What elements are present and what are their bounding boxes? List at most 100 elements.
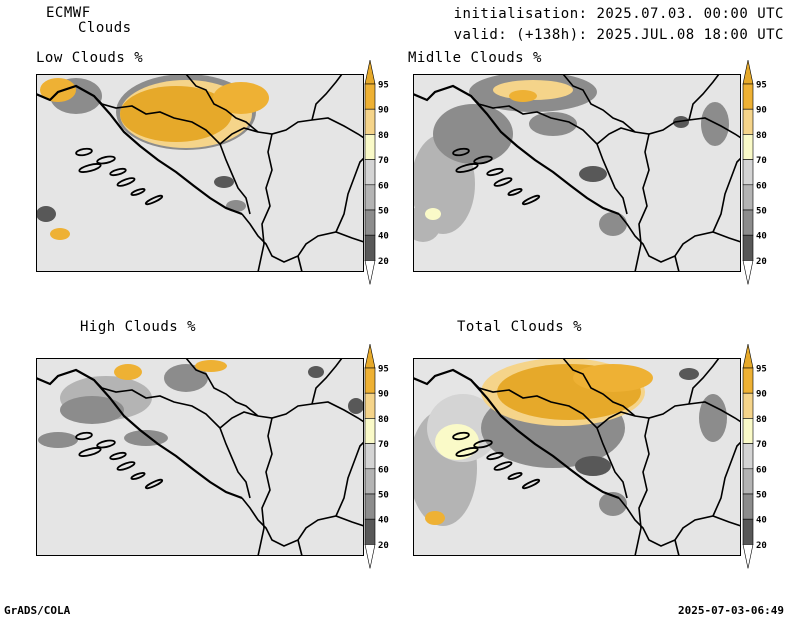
island-outline	[116, 177, 136, 187]
colorbar-segment	[364, 134, 376, 160]
panel-title-middle-clouds: Midlle Clouds %	[408, 50, 542, 66]
colorbar-tick-label: 90	[378, 106, 389, 116]
coastline	[36, 84, 243, 216]
island-outline	[521, 478, 541, 490]
country-border	[688, 74, 720, 121]
island-outline	[130, 472, 146, 480]
cloud-cover-area	[573, 364, 653, 392]
panel-title-total-clouds: Total Clouds %	[457, 319, 583, 335]
colorbar-tick-label: 20	[756, 541, 767, 551]
colorbar-bottom-arrow	[364, 544, 376, 569]
colorbar-segment	[364, 493, 376, 520]
colorbar-segment	[742, 418, 754, 444]
country-border	[596, 117, 741, 145]
middle-clouds-map	[413, 74, 741, 272]
cloud-cover-area	[50, 228, 70, 240]
country-border	[257, 133, 273, 272]
colorbar-tick-label: 90	[756, 106, 767, 116]
cloud-cover-area	[348, 398, 364, 414]
island-outline	[507, 188, 523, 196]
colorbar-segment	[364, 367, 376, 394]
coastline	[413, 84, 620, 216]
colorbar-tick-label: 90	[756, 390, 767, 400]
country-border	[688, 358, 720, 405]
cloud-cover-area	[425, 511, 445, 525]
country-border	[712, 441, 741, 517]
cloud-cover-area	[599, 212, 627, 236]
cloud-cover-area	[40, 78, 76, 102]
initialisation-time: initialisation: 2025.07.03. 00:00 UTC	[453, 6, 784, 22]
island-outline	[144, 194, 164, 206]
island-outline	[452, 431, 470, 441]
colorbar-tick-label: 60	[756, 465, 767, 475]
colorbar-tick-label: 95	[756, 365, 767, 375]
colorbar-segment	[742, 234, 754, 261]
cloud-cover-area	[213, 82, 269, 114]
colorbar-segment	[364, 184, 376, 211]
colorbar-segment	[364, 159, 376, 186]
country-border	[257, 417, 273, 556]
map-frame	[36, 358, 364, 556]
colorbar-segment	[364, 234, 376, 261]
colorbar-tick-label: 60	[378, 465, 389, 475]
colorbar-segment	[364, 518, 376, 545]
cloud-cover-area	[673, 116, 689, 128]
country-border	[470, 379, 628, 499]
island-outline	[75, 147, 93, 157]
island-outline	[109, 167, 127, 177]
country-border	[618, 497, 741, 547]
island-outline	[75, 431, 93, 441]
colorbar-segment	[742, 493, 754, 520]
software-credit: GrADS/COLA	[4, 604, 71, 617]
cloud-cover-area	[433, 104, 513, 164]
colorbar-tick-label: 50	[756, 207, 767, 217]
colorbar-bottom-arrow	[364, 260, 376, 285]
country-border	[93, 379, 251, 499]
cloud-cover-area	[214, 176, 234, 188]
country-border	[297, 539, 303, 556]
colorbar-top-arrow	[742, 343, 754, 369]
colorbar-tick-label: 95	[378, 81, 389, 91]
low-clouds-map	[36, 74, 364, 272]
coastline	[413, 368, 620, 500]
colorbar-tick-label: 50	[378, 491, 389, 501]
colorbar-top-arrow	[364, 59, 376, 85]
colorbar-segment	[742, 184, 754, 211]
country-border	[634, 133, 650, 272]
colorbar-tick-label: 80	[756, 415, 767, 425]
colorbar-tick-label: 80	[756, 131, 767, 141]
island-outline	[486, 451, 504, 461]
colorbar-tick-label: 50	[378, 207, 389, 217]
colorbar-segment	[742, 392, 754, 419]
island-outline	[473, 439, 493, 449]
island-outline	[486, 167, 504, 177]
island-outline	[96, 439, 116, 449]
colorbar-tick-label: 70	[378, 440, 389, 450]
colorbar-segment	[742, 83, 754, 110]
colorbar-tick-label: 40	[756, 232, 767, 242]
colorbar-segment	[364, 443, 376, 470]
cloud-cover-area	[425, 208, 441, 220]
island-outline	[96, 155, 116, 165]
island-outline	[507, 472, 523, 480]
cloud-cover-area	[579, 166, 607, 182]
colorbar-segment	[742, 159, 754, 186]
colorbar-segment	[742, 367, 754, 394]
island-outline	[78, 447, 102, 457]
country-border	[219, 117, 364, 145]
country-border	[634, 417, 650, 556]
country-border	[335, 157, 364, 233]
valid-time: valid: (+138h): 2025.JUL.08 18:00 UTC	[453, 27, 784, 43]
cloud-cover-area	[701, 102, 729, 146]
country-border	[618, 213, 741, 263]
colorbar-segment	[364, 83, 376, 110]
colorbar-tick-label: 80	[378, 415, 389, 425]
country-border	[93, 95, 251, 215]
colorbar-tick-label: 20	[378, 257, 389, 267]
island-outline	[116, 461, 136, 471]
island-outline	[452, 147, 470, 157]
colorbar-tick-label: 20	[756, 257, 767, 267]
country-border	[311, 74, 343, 121]
colorbar-bottom-arrow	[742, 260, 754, 285]
